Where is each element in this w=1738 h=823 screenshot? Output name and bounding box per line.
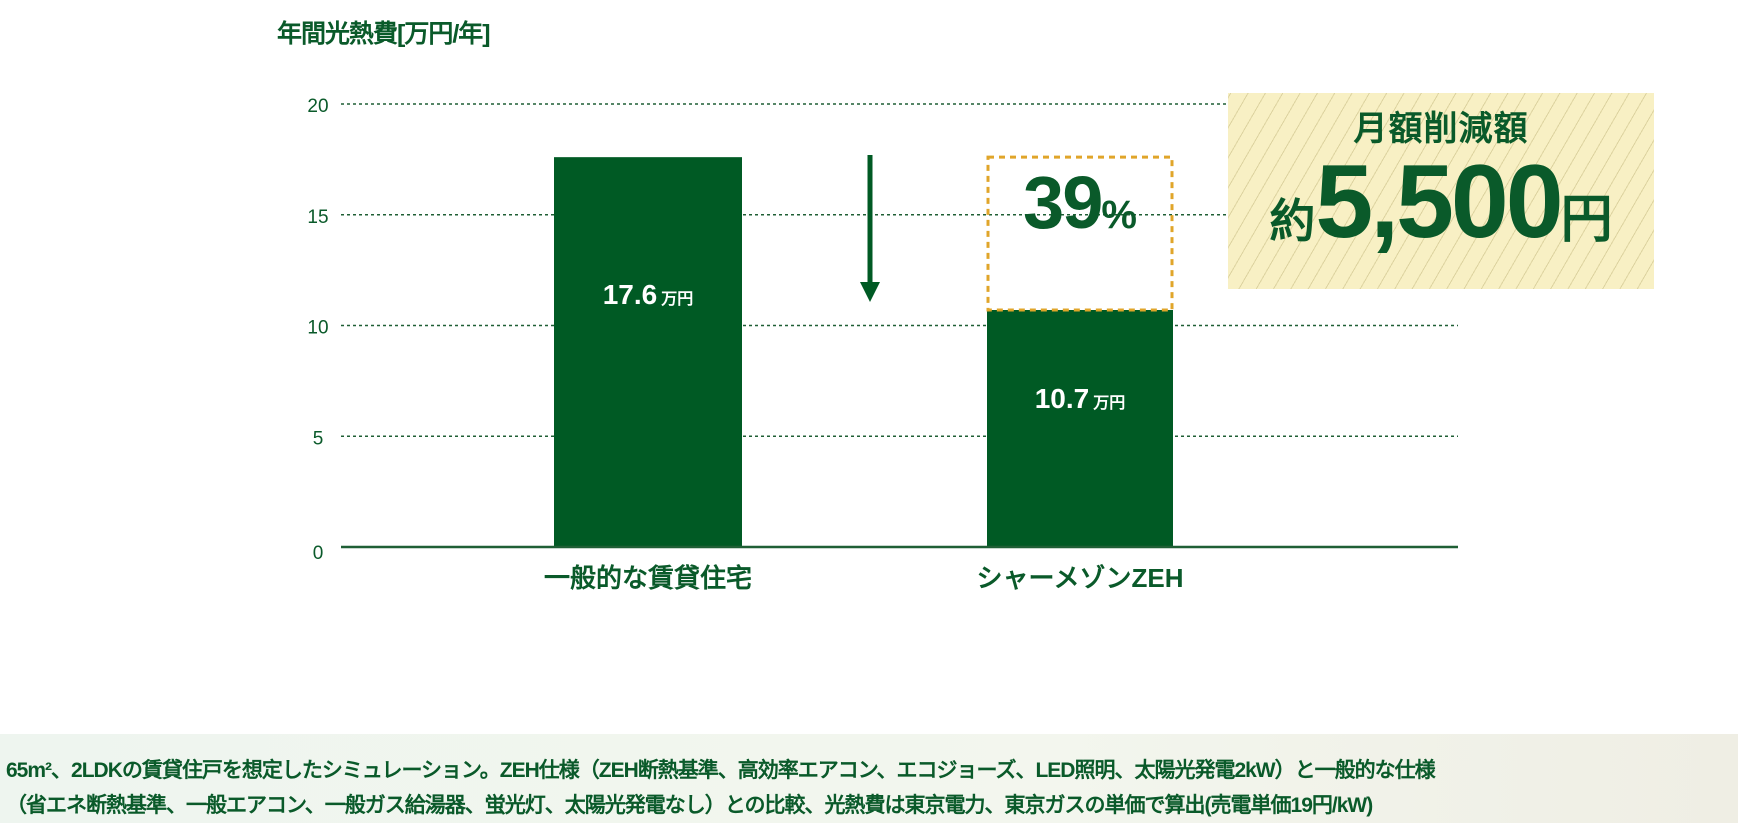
y-axis-title: 年間光熱費[万円/年] (277, 20, 491, 48)
category-label: 一般的な賃貸住宅 (544, 563, 752, 593)
y-tick-label: 0 (313, 543, 324, 564)
reduction-dashed-box (986, 155, 1174, 312)
savings-title: 月額削減額 (1353, 110, 1529, 148)
reduction-unit: % (1101, 193, 1137, 237)
y-tick-label: 15 (307, 207, 328, 228)
bar (987, 309, 1173, 547)
reduction-percent: 39% (988, 160, 1172, 245)
y-tick-label: 10 (307, 318, 328, 339)
down-arrow-icon (860, 282, 880, 302)
footnote-line-1: 65m²、2LDKの賃貸住戸を想定したシミュレーション。ZEH仕様（ZEH断熱基… (6, 759, 1436, 782)
bar-value-label: 17.6 万円 (603, 279, 694, 310)
footnote: 65m²、2LDKの賃貸住戸を想定したシミュレーション。ZEH仕様（ZEH断熱基… (0, 734, 1738, 823)
savings-number: 5,500 (1315, 144, 1563, 260)
reduction-number: 39 (1023, 161, 1103, 244)
category-label: シャーメゾンZEH (977, 563, 1184, 593)
monthly-savings-box: 月額削減額 約5,500円 (1228, 93, 1654, 289)
y-tick-label: 20 (307, 96, 328, 117)
bar (554, 157, 742, 547)
savings-amount: 約5,500円 (1228, 150, 1654, 254)
savings-prefix: 約 (1269, 195, 1316, 247)
bar-value-label: 10.7 万円 (1035, 383, 1126, 414)
y-tick-label: 5 (313, 428, 324, 449)
footnote-line-2: （省エネ断熱基準、一般エアコン、一般ガス給湯器、蛍光灯、太陽光発電なし）との比較… (6, 794, 1373, 817)
savings-unit: 円 (1560, 191, 1613, 249)
